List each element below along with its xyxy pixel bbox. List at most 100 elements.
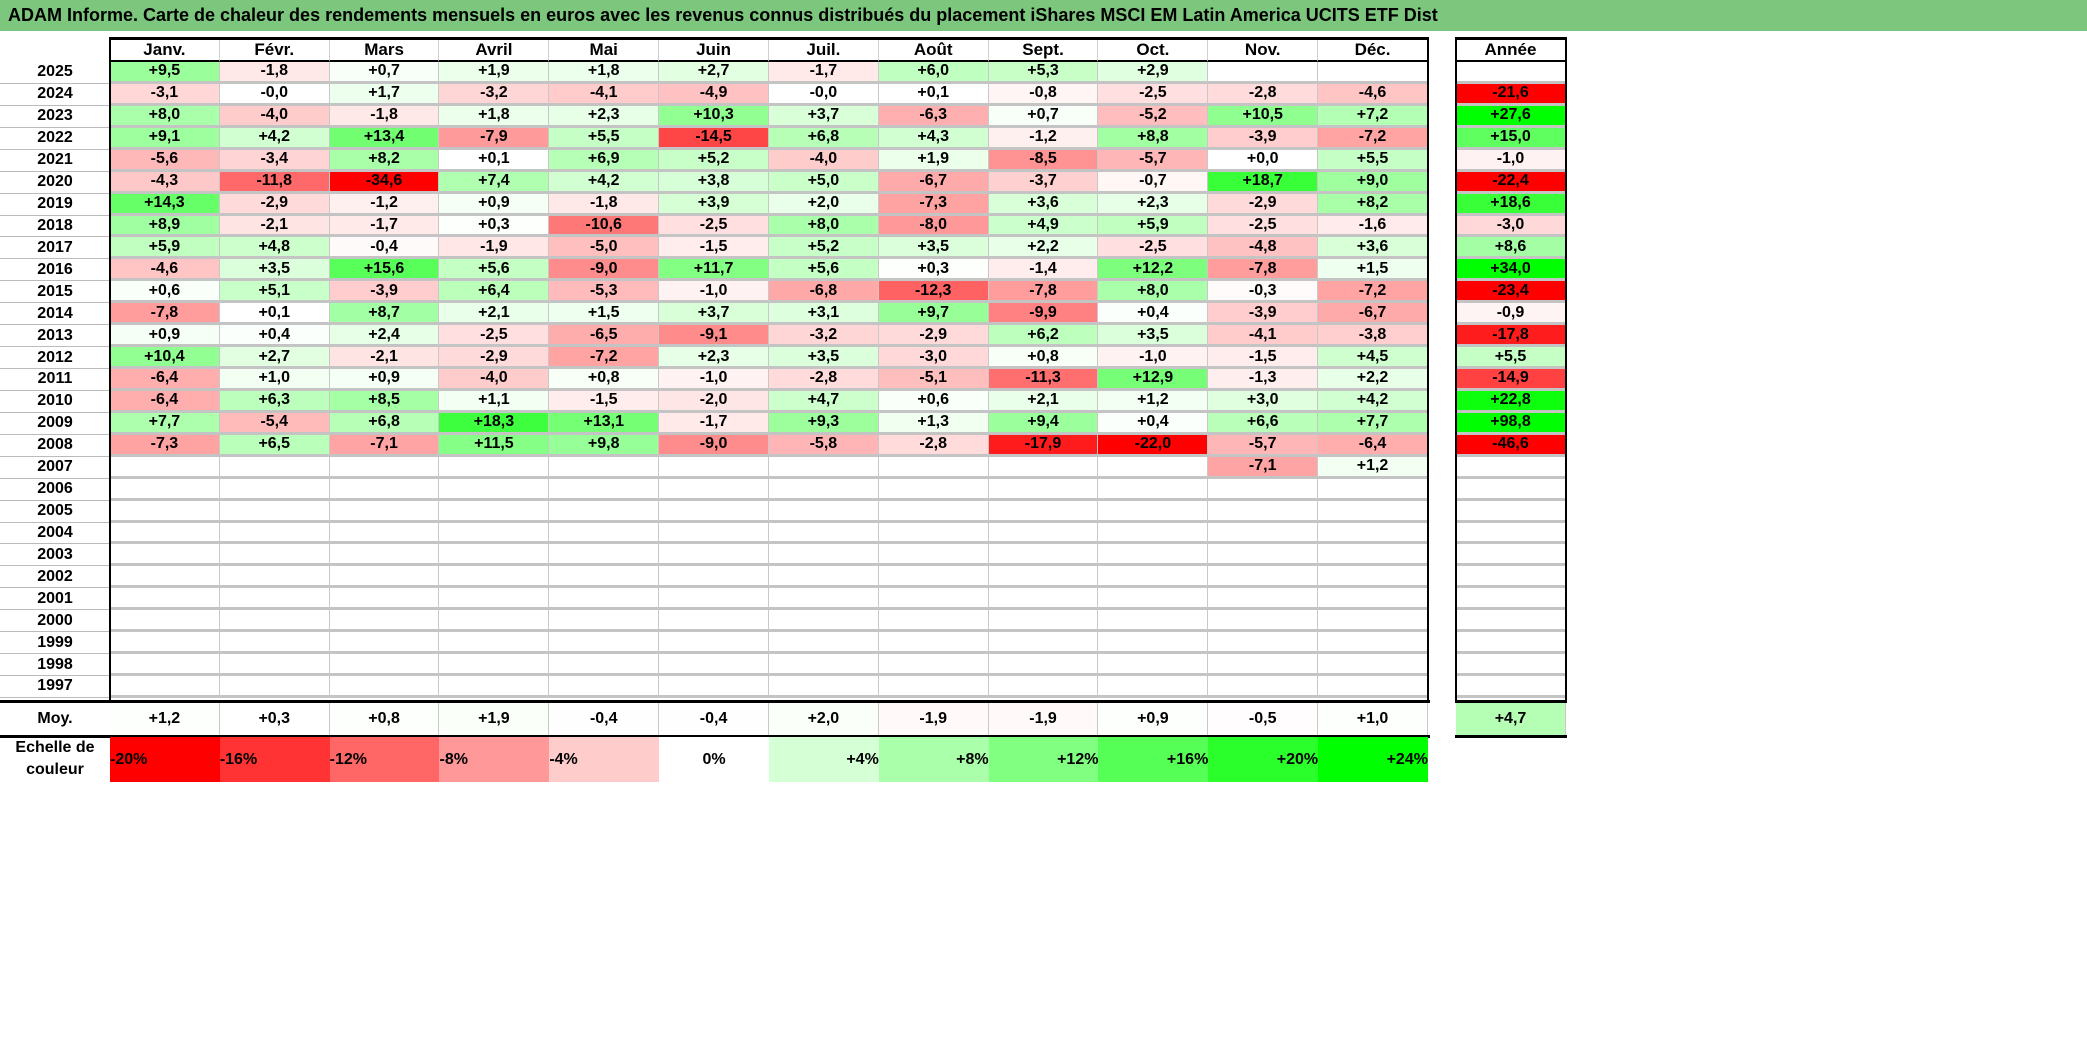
heatmap-cell: +2,4 [329, 325, 440, 348]
heatmap-cell: +6,8 [768, 127, 879, 150]
heatmap-cell: +4,5 [1318, 347, 1428, 369]
heatmap-cell: +10,5 [1208, 105, 1319, 128]
heatmap-cell [1318, 588, 1428, 611]
heatmap-cell [768, 522, 879, 545]
heatmap-cell [219, 500, 330, 523]
heatmap-cell: +10,3 [659, 105, 769, 128]
heatmap-cell [988, 588, 1099, 611]
heatmap-cell [768, 588, 879, 611]
heatmap-cell [988, 610, 1099, 633]
heatmap-cell [659, 632, 769, 655]
year-label: 2023 [0, 106, 110, 128]
heatmap-cell: -7,9 [439, 127, 550, 150]
heatmap-cell: -2,5 [1098, 237, 1209, 260]
annual-cell [1456, 676, 1566, 698]
heatmap-cell: -17,9 [988, 434, 1099, 457]
heatmap-cell [878, 478, 989, 501]
heatmap-cell: -3,8 [1318, 325, 1428, 348]
heatmap-cell: +2,7 [219, 347, 330, 369]
heatmap-cell [110, 632, 220, 655]
heatmap-cell [659, 456, 769, 479]
heatmap-cell: +4,2 [1318, 390, 1428, 413]
heatmap-cell: -2,0 [659, 390, 769, 413]
heatmap-cell: +6,5 [219, 434, 330, 457]
heatmap-cell: +6,4 [439, 281, 550, 304]
heatmap-cell: -5,8 [768, 434, 879, 457]
heatmap-cell: +11,7 [659, 259, 769, 282]
heatmap-cell [219, 456, 330, 479]
heatmap-cell [878, 632, 989, 655]
heatmap-cell [219, 676, 330, 698]
average-cell: +2,0 [768, 703, 879, 735]
heatmap-cell: -6,4 [110, 390, 220, 413]
heatmap-cell: +8,2 [329, 149, 440, 172]
heatmap-cell: +0,1 [219, 303, 330, 326]
heatmap-cell: +6,2 [988, 325, 1099, 348]
heatmap-cell: -2,5 [659, 215, 769, 238]
heatmap-cell: -8,0 [878, 215, 989, 238]
heatmap-cell: -6,3 [878, 105, 989, 128]
color-scale-step: -20% [110, 737, 220, 782]
annual-cell: +22,8 [1456, 390, 1566, 413]
heatmap-cell [549, 522, 660, 545]
annual-cell [1456, 632, 1566, 655]
divider [1455, 700, 1567, 703]
heatmap-cell [219, 566, 330, 589]
heatmap-cell [988, 632, 1099, 655]
heatmap-cell: -7,1 [1208, 456, 1319, 479]
year-label: 2022 [0, 128, 110, 150]
heatmap-cell [768, 544, 879, 567]
heatmap-cell [1098, 522, 1209, 545]
heatmap-cell [549, 566, 660, 589]
heatmap-cell: +7,7 [1318, 412, 1428, 435]
heatmap-cell: -1,5 [1208, 347, 1319, 369]
heatmap-cell: +5,3 [988, 62, 1099, 84]
heatmap-cell [219, 522, 330, 545]
heatmap-cell: +8,0 [110, 105, 220, 128]
annual-cell [1456, 456, 1566, 479]
heatmap-cell: +2,1 [988, 390, 1099, 413]
heatmap-cell: +8,9 [110, 215, 220, 238]
heatmap-cell [219, 478, 330, 501]
heatmap-cell: +0,4 [1098, 303, 1209, 326]
heatmap-cell: +9,1 [110, 127, 220, 150]
heatmap-cell [659, 676, 769, 698]
heatmap-cell: -4,9 [659, 83, 769, 106]
heatmap-cell [878, 654, 989, 677]
heatmap-cell: -6,7 [1318, 303, 1428, 326]
heatmap-cell: +9,4 [988, 412, 1099, 435]
annual-cell: -46,6 [1456, 434, 1566, 457]
heatmap-cell [329, 456, 440, 479]
heatmap-cell [988, 566, 1099, 589]
heatmap-cell: -2,5 [1208, 215, 1319, 238]
heatmap-cell: -1,6 [1318, 215, 1428, 238]
heatmap-cell: +0,8 [549, 369, 660, 391]
heatmap-cell [219, 632, 330, 655]
heatmap-cell: -11,3 [988, 369, 1099, 391]
color-scale-step: +24% [1318, 737, 1428, 782]
year-label: 2008 [0, 435, 110, 457]
heatmap-cell: -5,4 [219, 412, 330, 435]
annual-cell: -17,8 [1456, 325, 1566, 348]
heatmap-cell [329, 478, 440, 501]
heatmap-cell [439, 544, 550, 567]
heatmap-cell: +3,0 [1208, 390, 1319, 413]
heatmap-cell: -0,0 [219, 83, 330, 106]
heatmap-cell [1208, 478, 1319, 501]
heatmap-cell: +12,2 [1098, 259, 1209, 282]
heatmap-cell [768, 676, 879, 698]
heatmap-cell: +0,9 [439, 193, 550, 216]
annual-cell: -0,9 [1456, 303, 1566, 326]
heatmap-cell: -0,7 [1098, 171, 1209, 194]
heatmap-cell [1208, 62, 1319, 84]
heatmap-cell [1318, 676, 1428, 698]
heatmap-cell: +2,2 [1318, 369, 1428, 391]
heatmap-cell [110, 478, 220, 501]
heatmap-cell [110, 654, 220, 677]
heatmap-cell: -5,2 [1098, 105, 1209, 128]
heatmap-cell: -2,8 [878, 434, 989, 457]
average-cell: +0,3 [219, 703, 330, 735]
month-header: Sept. [988, 40, 1099, 62]
divider [1455, 735, 1567, 738]
heatmap-cell: +0,7 [988, 105, 1099, 128]
